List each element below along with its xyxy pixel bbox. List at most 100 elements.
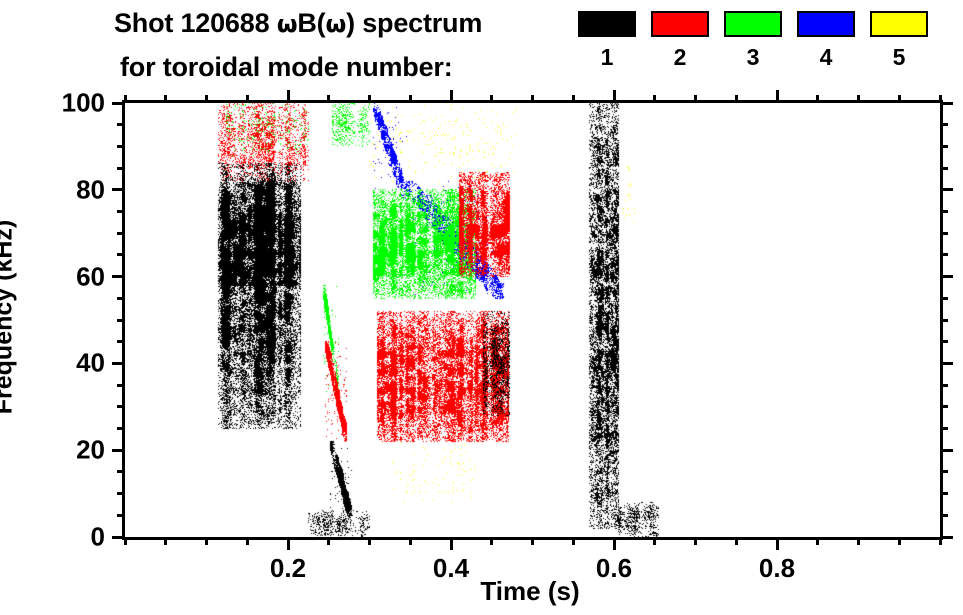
y-tick — [117, 166, 125, 170]
x-tick — [449, 537, 453, 550]
legend-swatch-n1 — [578, 11, 636, 37]
x-tick — [408, 537, 412, 545]
x-tick — [775, 537, 779, 550]
x-tick — [694, 537, 697, 545]
y-tick — [117, 383, 125, 387]
x-tick — [531, 537, 534, 545]
legend-item-n4: 4 — [797, 11, 855, 69]
x-tick — [938, 95, 942, 103]
x-tick — [286, 90, 290, 103]
x-tick-label: 0.6 — [595, 553, 633, 583]
y-tick-label: 100 — [61, 87, 105, 118]
y-tick — [112, 535, 125, 539]
y-tick — [117, 492, 125, 496]
y-tick — [940, 340, 948, 344]
x-tick — [816, 95, 820, 103]
y-tick — [117, 318, 125, 322]
x-tick — [368, 537, 371, 545]
y-tick-label: 60 — [76, 261, 105, 292]
title-spectrum-text: ) spectrum — [346, 8, 483, 38]
y-tick — [112, 101, 125, 105]
spectrogram-canvas-wrap — [125, 103, 940, 537]
y-tick — [940, 101, 953, 105]
y-tick — [112, 188, 125, 192]
y-tick — [117, 340, 125, 344]
x-tick — [286, 537, 290, 550]
x-tick-label: 0.8 — [758, 553, 796, 583]
x-tick — [205, 95, 208, 103]
y-tick-label: 0 — [90, 521, 105, 552]
x-tick — [327, 537, 331, 545]
legend-swatch-n2 — [651, 11, 709, 37]
legend-item-n2: 2 — [651, 11, 709, 69]
y-tick — [117, 296, 125, 300]
x-tick — [408, 95, 412, 103]
x-tick — [205, 537, 208, 545]
y-tick — [117, 231, 125, 235]
legend-label-n4: 4 — [819, 44, 833, 70]
x-tick — [449, 90, 453, 103]
x-tick — [857, 95, 860, 103]
x-tick — [490, 537, 494, 545]
y-tick — [940, 253, 948, 257]
x-tick — [897, 537, 901, 545]
x-tick — [164, 537, 168, 545]
omega-symbol-1: ω — [276, 10, 298, 38]
omega-symbol-2: ω — [325, 10, 347, 38]
x-tick — [327, 95, 331, 103]
y-tick — [940, 448, 953, 452]
x-tick — [571, 537, 575, 545]
y-tick — [940, 427, 948, 430]
y-tick — [940, 188, 953, 192]
x-tick — [612, 537, 616, 550]
y-tick — [940, 383, 948, 387]
y-tick — [940, 231, 948, 235]
y-tick — [940, 361, 953, 365]
y-tick-label: 40 — [76, 347, 105, 378]
legend-label-n5: 5 — [892, 44, 906, 70]
y-tick — [117, 123, 125, 127]
x-tick — [245, 537, 249, 545]
legend-label-n2: 2 — [673, 44, 687, 70]
x-axis-title: Time (s) — [480, 576, 580, 606]
y-tick — [117, 513, 125, 517]
figure-title-line-2: for toroidal mode number: — [120, 52, 453, 82]
x-tick — [938, 537, 942, 545]
x-tick — [164, 95, 168, 103]
figure-title-line-1: Shot 120688 ωB(ω) spectrum — [114, 8, 482, 39]
x-tick — [694, 95, 697, 103]
y-tick — [940, 275, 953, 279]
plot-area: 0 20 40 60 80 100 0.2 0.4 0.6 0.8 — [62, 88, 953, 583]
spectrogram-canvas — [125, 103, 940, 537]
x-tick — [571, 95, 575, 103]
title-b-text: B( — [297, 8, 326, 38]
legend-label-n1: 1 — [600, 44, 614, 70]
y-tick — [940, 470, 948, 474]
x-tick — [123, 537, 127, 545]
y-tick — [117, 253, 125, 257]
x-tick — [775, 90, 779, 103]
legend-swatch-n3 — [724, 11, 782, 37]
x-tick — [531, 95, 534, 103]
y-tick — [112, 448, 125, 452]
y-tick — [117, 405, 125, 409]
y-axis-title: Frequency (kHz) — [0, 219, 18, 415]
y-tick — [940, 210, 948, 213]
legend: 1 2 3 4 5 — [578, 11, 928, 89]
legend-item-n1: 1 — [578, 11, 636, 69]
x-tick — [245, 95, 249, 103]
x-tick — [857, 537, 860, 545]
x-tick-label: 0.2 — [269, 553, 307, 583]
legend-label-n3: 3 — [746, 44, 760, 70]
y-tick — [940, 535, 953, 539]
y-tick — [940, 492, 948, 496]
y-tick — [940, 405, 948, 409]
x-tick — [653, 537, 657, 545]
legend-swatch-n4 — [797, 11, 855, 37]
y-tick — [117, 210, 125, 213]
x-tick — [368, 95, 371, 103]
title-shot-text: Shot 120688 — [114, 8, 277, 38]
x-tick — [612, 90, 616, 103]
legend-item-n3: 3 — [724, 11, 782, 69]
